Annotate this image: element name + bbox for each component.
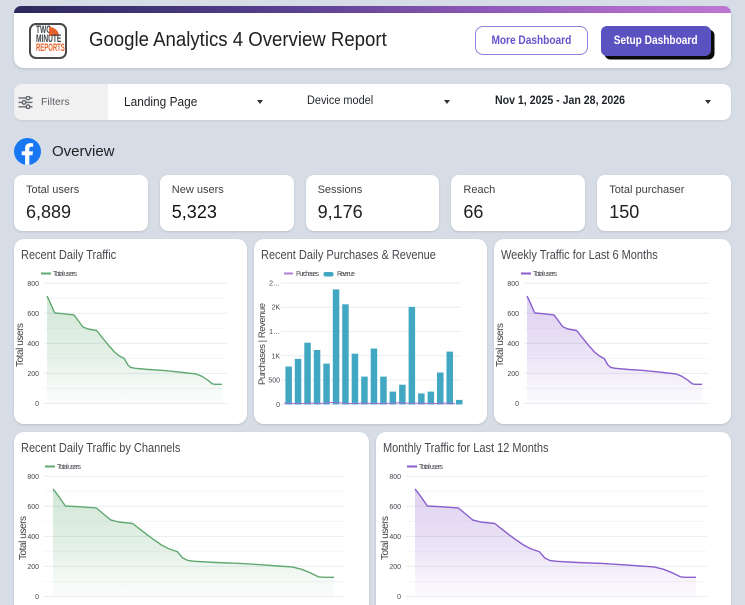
svg-text:200: 200 [27,371,39,378]
svg-text:400: 400 [508,341,520,348]
svg-text:0: 0 [35,594,39,601]
svg-text:Total users: Total users [380,516,391,560]
svg-text:800: 800 [389,474,401,481]
svg-text:2…: 2… [269,280,280,287]
svg-text:Purchases: Purchases [296,271,320,278]
svg-text:Total users: Total users [533,271,558,278]
svg-text:200: 200 [508,371,520,378]
svg-text:800: 800 [27,281,39,288]
svg-text:0: 0 [35,401,39,408]
svg-text:400: 400 [27,534,39,541]
svg-text:Total users: Total users [18,516,29,560]
svg-text:600: 600 [508,311,520,318]
svg-text:Purchases | Revenue: Purchases | Revenue [257,303,268,385]
svg-text:600: 600 [27,311,39,318]
svg-text:400: 400 [27,341,39,348]
svg-text:0: 0 [397,594,401,601]
svg-text:200: 200 [389,564,401,571]
svg-text:Total users: Total users [53,271,78,278]
svg-text:1K: 1K [271,353,280,360]
svg-text:Total users: Total users [419,464,444,471]
svg-text:Total users: Total users [495,323,506,367]
svg-text:200: 200 [27,564,39,571]
svg-text:600: 600 [27,504,39,511]
svg-text:600: 600 [389,504,401,511]
svg-text:1…: 1… [269,329,280,336]
svg-text:Total users: Total users [57,464,82,471]
svg-text:400: 400 [389,534,401,541]
svg-text:Total users: Total users [15,323,26,367]
svg-text:800: 800 [27,474,39,481]
svg-text:Revenue: Revenue [337,271,355,278]
svg-text:0: 0 [276,402,280,409]
svg-text:0: 0 [515,401,519,408]
svg-text:2K: 2K [271,305,280,312]
svg-text:500: 500 [268,378,280,385]
svg-text:800: 800 [508,281,520,288]
